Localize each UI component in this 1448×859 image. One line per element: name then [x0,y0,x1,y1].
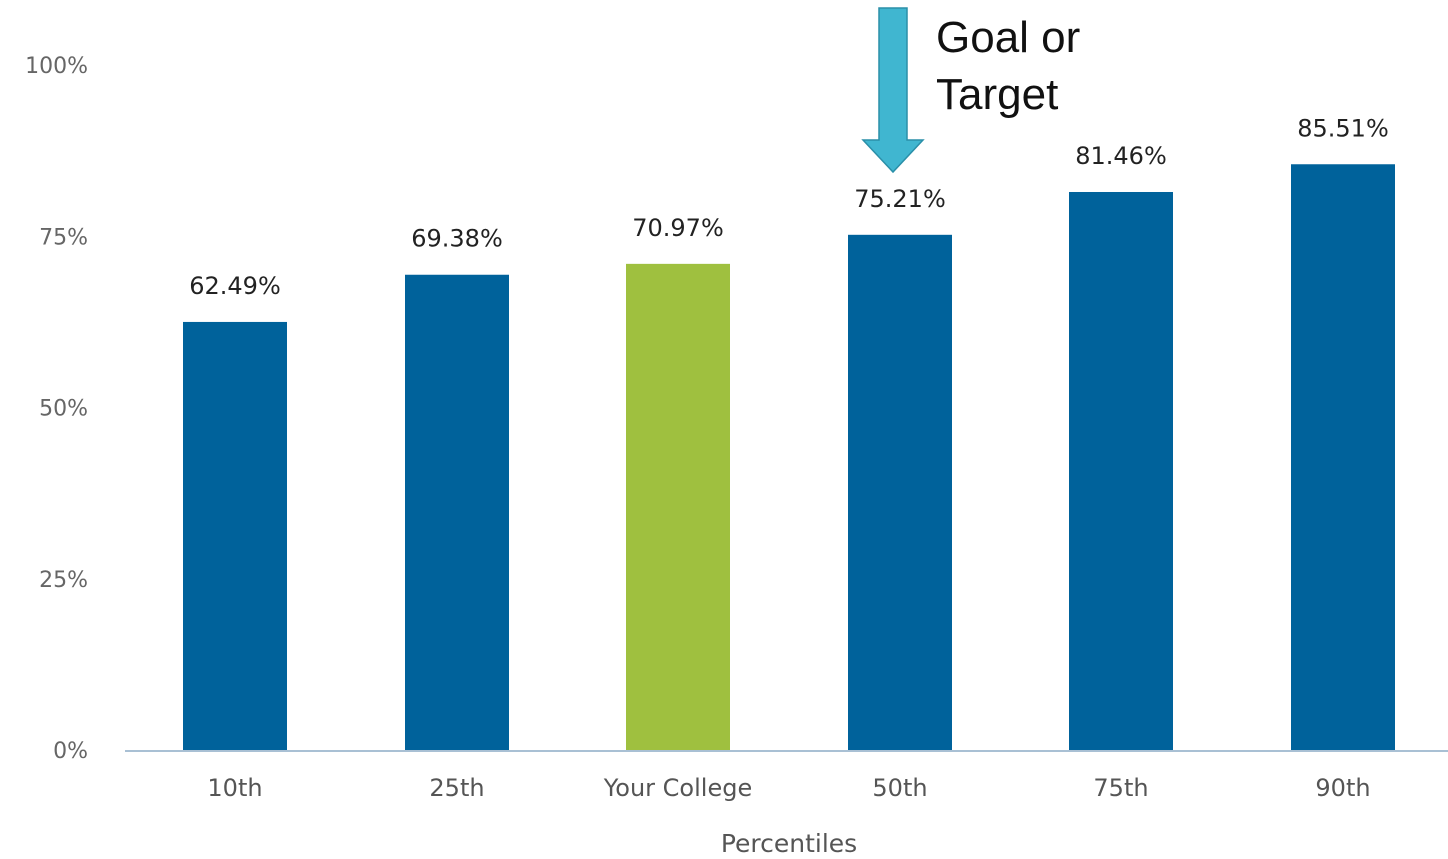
bar-value-label: 75.21% [854,185,946,213]
annotation-line-1: Goal or [936,13,1080,62]
x-tick-label: Your College [603,774,752,802]
bar [183,321,287,750]
down-arrow-icon [861,7,925,174]
bar-value-label: 62.49% [189,272,281,300]
y-tick-label: 0% [53,739,88,764]
bar-value-label: 81.46% [1075,142,1167,170]
goal-annotation: Goal or Target [861,7,1080,174]
y-tick-label: 50% [39,397,88,422]
x-tick-label: 25th [429,774,484,802]
x-axis: 10th 25th Your College 50th 75th 90th [207,774,1370,802]
x-tick-label: 10th [207,774,262,802]
y-tick-label: 75% [39,225,88,250]
x-tick-label: 75th [1093,774,1148,802]
y-tick-label: 100% [25,54,88,79]
bar-value-label: 70.97% [632,214,724,242]
bar-value-label: 69.38% [411,225,503,253]
y-tick-label: 25% [39,568,88,593]
annotation-line-2: Target [936,70,1058,119]
bar-highlight [626,263,730,750]
value-labels-group: 62.49% 69.38% 70.97% 75.21% 81.46% 85.51% [189,114,1389,300]
x-axis-title: Percentiles [721,829,857,858]
bar [1069,191,1173,750]
bar [848,234,952,750]
bar [1291,164,1395,751]
bar-value-label: 85.51% [1297,114,1389,142]
bars-group [183,164,1395,751]
bar [405,274,509,750]
y-axis: 0% 25% 50% 75% 100% [25,54,88,764]
x-tick-label: 50th [872,774,927,802]
x-tick-label: 90th [1315,774,1370,802]
